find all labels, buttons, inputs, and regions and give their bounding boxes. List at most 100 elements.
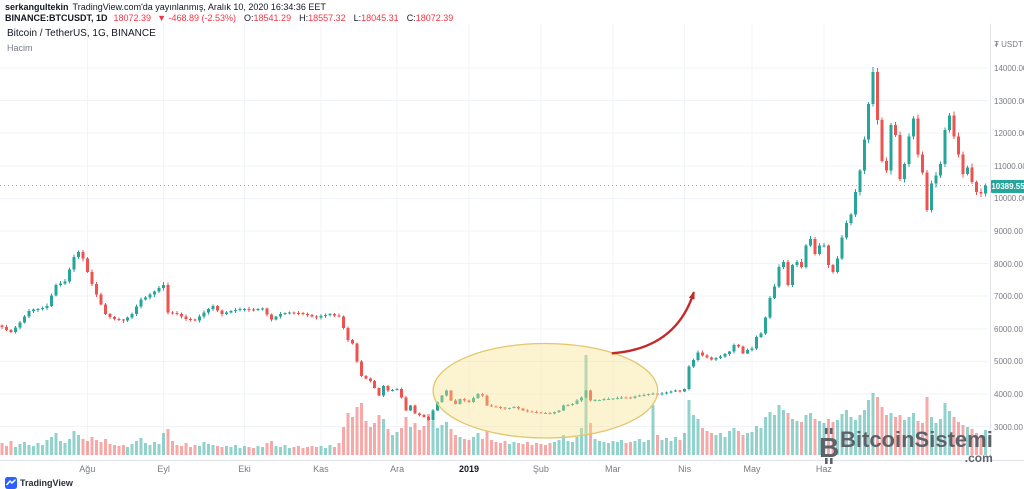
candle	[925, 172, 929, 210]
price-scale[interactable]: ₮ USDT 3000.00 4000.00 5000.00 6000.00 7000.…	[990, 24, 1024, 460]
candle-wick	[122, 318, 124, 323]
volume-bar	[260, 447, 264, 455]
volume-bar	[409, 427, 413, 455]
volume-bar	[840, 414, 844, 455]
candle	[305, 314, 309, 316]
watermark-tld: .com	[964, 451, 993, 465]
candle	[328, 314, 332, 316]
chart-legend[interactable]: Bitcoin / TetherUS, 1G, BINANCE Hacim	[7, 28, 156, 53]
candle	[849, 214, 853, 223]
volume-bar	[674, 437, 678, 455]
candle	[166, 284, 170, 313]
candle	[121, 319, 125, 321]
candle	[835, 258, 839, 272]
candle	[274, 316, 278, 320]
time-axis-label: Şub	[532, 464, 549, 474]
volume-bar	[539, 444, 543, 455]
volume-bar	[849, 417, 853, 455]
candle	[292, 312, 296, 314]
candle	[431, 410, 435, 421]
volume-bar	[921, 423, 925, 455]
currency-selector[interactable]: ₮ USDT	[994, 40, 1023, 49]
volume-bar	[189, 447, 193, 455]
volume-bar	[948, 411, 952, 455]
volume-bar	[579, 428, 583, 455]
volume-bar	[804, 415, 808, 455]
arrow-annotation[interactable]	[611, 291, 695, 355]
candle	[22, 316, 26, 323]
candle	[58, 283, 62, 285]
candle	[853, 191, 857, 215]
volume-bar	[54, 433, 58, 455]
candle	[826, 245, 830, 266]
ohlc-high: H:18557.32	[297, 13, 346, 23]
time-axis-label: Mar	[605, 464, 621, 474]
volume-bar	[584, 355, 588, 455]
volume-bar	[575, 437, 579, 455]
candle	[85, 258, 89, 272]
candle	[871, 71, 875, 104]
candle	[251, 309, 255, 311]
volume-bar	[58, 441, 62, 455]
volume-bar	[305, 447, 309, 455]
candle	[579, 397, 583, 401]
candle	[566, 404, 570, 406]
volume-bar	[328, 445, 332, 455]
candle	[516, 407, 520, 409]
volume-bar	[269, 441, 273, 455]
time-axis-label: Eyl	[157, 464, 170, 474]
candle	[687, 366, 691, 390]
volume-bar	[472, 437, 476, 455]
volume-bar	[620, 440, 624, 455]
volume-bar	[314, 447, 318, 455]
candle	[543, 412, 547, 414]
price-tick-label: 12000.00	[994, 129, 1024, 139]
volume-bar	[283, 445, 287, 455]
volume-bar	[669, 441, 673, 455]
price-chart-svg[interactable]	[0, 24, 990, 460]
candle	[867, 103, 871, 140]
candle	[570, 403, 574, 405]
volume-bar	[350, 417, 354, 455]
symbol-label[interactable]: BINANCE:BTCUSDT, 1D	[5, 13, 108, 23]
highlight-ellipse-annotation[interactable]	[432, 342, 659, 439]
volume-bar	[759, 428, 763, 455]
tradingview-brand-label[interactable]: TradingView	[20, 477, 73, 488]
chart-area[interactable]: Bitcoin / TetherUS, 1G, BINANCE Hacim ₮ …	[0, 24, 1024, 460]
ohlc-open: O:18541.29	[242, 13, 291, 23]
candle	[503, 407, 507, 409]
volume-bar	[296, 446, 300, 455]
candle	[283, 313, 287, 315]
volume-bar	[853, 420, 857, 455]
candle	[463, 398, 467, 401]
volume-bar	[202, 442, 206, 455]
volume-bar	[934, 423, 938, 455]
volume-bar	[404, 417, 408, 455]
svg-text:B: B	[819, 432, 839, 463]
candle	[575, 400, 579, 404]
volume-bar	[67, 439, 71, 455]
author-name[interactable]: serkangultekin	[5, 2, 69, 12]
ohlc-low: L:18045.31	[352, 13, 399, 23]
time-axis[interactable]: Ağu Eyl Eki Kas Ara 2019 Şub Mar Nis May Haz	[0, 460, 1024, 478]
candle	[808, 239, 812, 246]
legend-symbol-title[interactable]: Bitcoin / TetherUS, 1G, BINANCE	[7, 28, 156, 39]
volume-bar	[355, 407, 359, 455]
volume-bar	[822, 423, 826, 455]
volume-bar	[768, 412, 772, 455]
candle	[916, 118, 920, 155]
volume-bar	[665, 438, 669, 455]
time-axis-label: May	[743, 464, 761, 474]
legend-volume-indicator[interactable]: Hacim	[7, 43, 33, 53]
volume-bar	[548, 443, 552, 455]
candle	[930, 183, 934, 210]
candle	[234, 309, 238, 311]
volume-bar	[157, 444, 161, 455]
candle	[45, 305, 49, 308]
volume-bar	[85, 441, 89, 455]
last-price-badge[interactable]: 10389.55	[991, 179, 1024, 193]
volume-bar	[817, 421, 821, 455]
candle	[225, 312, 229, 315]
tradingview-logo-icon[interactable]	[5, 476, 17, 489]
open-value: 18541.29	[253, 13, 292, 23]
